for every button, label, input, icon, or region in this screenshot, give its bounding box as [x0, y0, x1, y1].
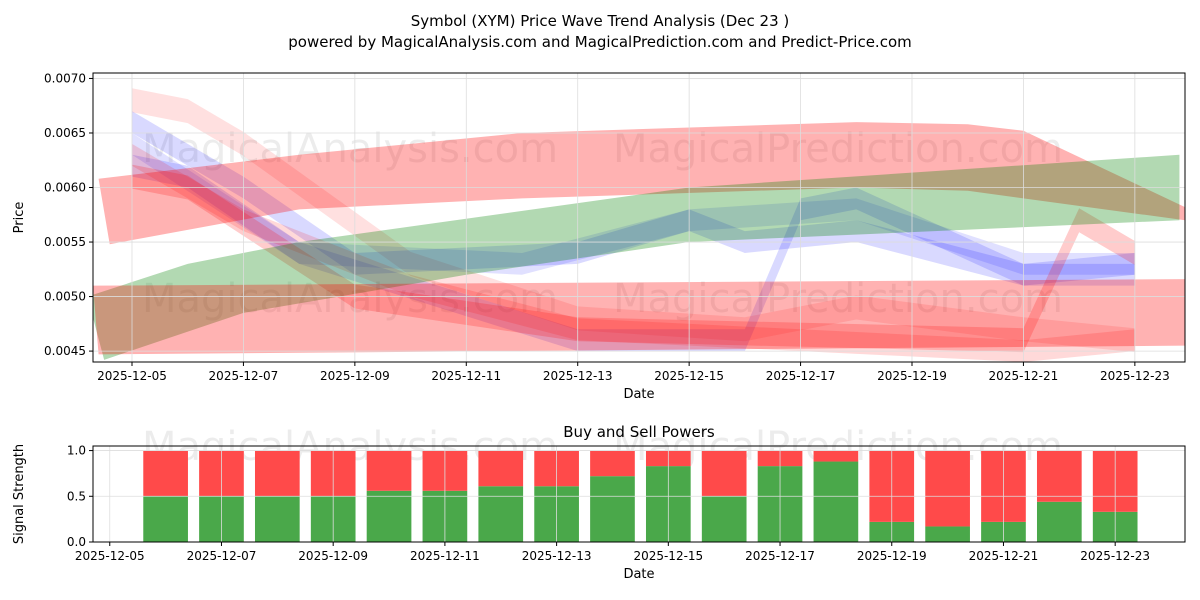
y-tick-label: 0.0070 — [44, 71, 86, 85]
wave-band — [132, 164, 1135, 353]
buy-bar — [701, 496, 747, 542]
x-tick-label: 2025-12-11 — [410, 549, 480, 563]
sell-bar — [813, 450, 859, 462]
y-tick-label: 0.0050 — [44, 290, 86, 304]
buy-bar — [143, 496, 188, 542]
bar-chart-title: Buy and Sell Powers — [563, 423, 715, 441]
x-axis-label: Date — [623, 387, 654, 402]
wave-band — [132, 154, 1135, 352]
y-tick-label: 0.0055 — [44, 235, 86, 249]
watermark: MagicalAnalysis.com — [142, 126, 558, 172]
buy-bar — [925, 526, 970, 542]
x-tick-label: 2025-12-19 — [857, 549, 927, 563]
x-tick-label: 2025-12-07 — [209, 369, 279, 383]
x-tick-label: 2025-12-05 — [97, 369, 167, 383]
sell-bar — [1036, 450, 1082, 502]
x-tick-label: 2025-12-21 — [969, 549, 1039, 563]
sell-bar — [254, 450, 300, 497]
sell-bar — [925, 450, 970, 527]
y-tick-label: 1.0 — [67, 444, 86, 458]
chart-title: Symbol (XYM) Price Wave Trend Analysis (… — [411, 12, 790, 30]
sell-bar — [590, 450, 635, 477]
sell-bar — [478, 450, 524, 487]
sell-bar — [143, 450, 188, 497]
watermark: MagicalAnalysis.com — [142, 276, 558, 322]
x-tick-label: 2025-12-19 — [877, 369, 947, 383]
y-tick-label: 0.0045 — [44, 344, 86, 358]
x-tick-label: 2025-12-11 — [431, 369, 501, 383]
y-tick-label: 0.0 — [67, 535, 86, 549]
x-tick-label: 2025-12-21 — [989, 369, 1059, 383]
y-axis-label: Price — [12, 202, 27, 234]
x-tick-label: 2025-12-07 — [187, 549, 257, 563]
y-tick-label: 0.0065 — [44, 126, 86, 140]
bar-chart-frame — [92, 445, 1186, 543]
x-tick-label: 2025-12-09 — [298, 549, 368, 563]
buy-bar — [1036, 501, 1082, 542]
x-tick-label: 2025-12-15 — [633, 549, 703, 563]
x-axis-label: Date — [623, 567, 654, 582]
chart-subtitle: powered by MagicalAnalysis.com and Magic… — [288, 33, 912, 51]
y-tick-label: 0.5 — [67, 489, 86, 503]
buy-bar — [254, 496, 300, 542]
y-axis-label: Signal Strength — [12, 444, 27, 544]
wave-band — [132, 132, 1135, 275]
x-tick-label: 2025-12-05 — [75, 549, 145, 563]
y-tick-label: 0.0060 — [44, 181, 86, 195]
buy-bar — [813, 461, 859, 542]
x-tick-label: 2025-12-13 — [522, 549, 592, 563]
buy-bar — [590, 476, 635, 542]
price-chart-frame — [92, 72, 1186, 363]
buy-bar — [366, 490, 412, 542]
plot-area: MagicalAnalysis.com MagicalPrediction.com… — [93, 88, 1185, 362]
sell-bar — [366, 450, 412, 491]
sell-bar — [701, 450, 747, 497]
red-upper-band — [98, 122, 1185, 245]
red-lower-band — [93, 279, 1185, 355]
watermark: MagicalPrediction.com — [613, 126, 1063, 172]
x-tick-label: 2025-12-17 — [766, 369, 836, 383]
x-tick-label: 2025-12-09 — [320, 369, 390, 383]
x-tick-label: 2025-12-23 — [1100, 369, 1170, 383]
wave-band — [132, 143, 1135, 362]
x-tick-label: 2025-12-17 — [745, 549, 815, 563]
x-tick-label: 2025-12-13 — [543, 369, 613, 383]
x-tick-label: 2025-12-23 — [1080, 549, 1150, 563]
buy-bar — [478, 486, 524, 542]
x-tick-label: 2025-12-15 — [654, 369, 724, 383]
watermark: MagicalPrediction.com — [613, 276, 1063, 322]
green-band — [93, 154, 1180, 360]
wave-band — [132, 88, 1135, 353]
